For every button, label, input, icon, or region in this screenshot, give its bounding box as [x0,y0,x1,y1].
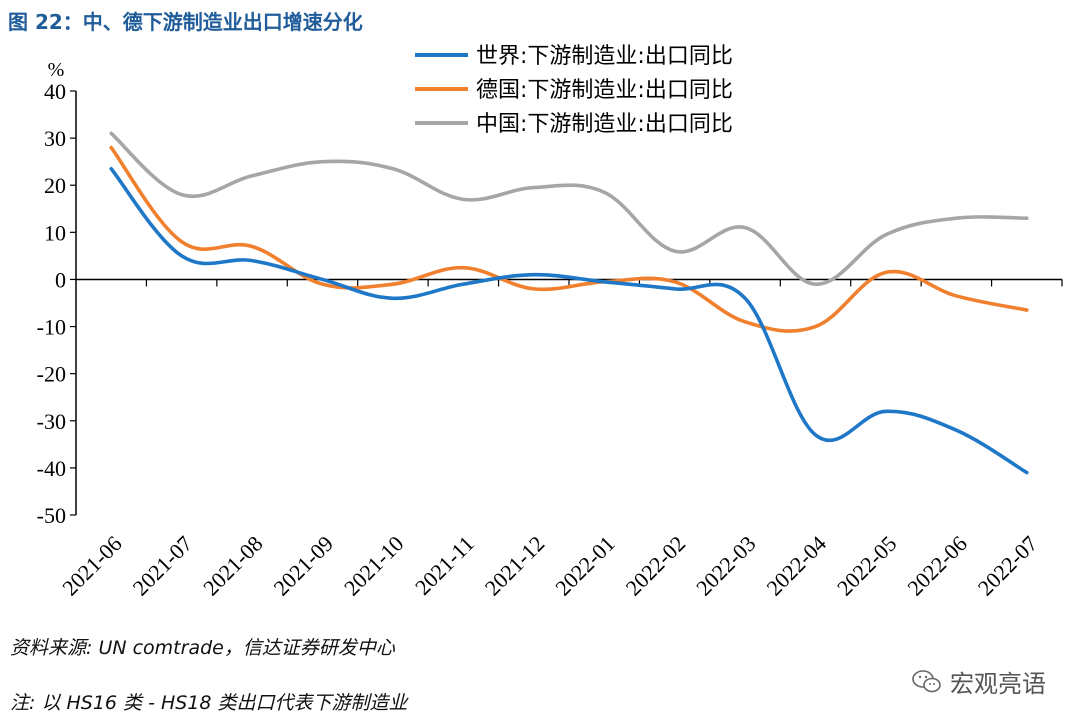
x-tick-label: 2022-06 [902,531,972,601]
series-line-2 [109,131,1029,286]
x-tick-label: 2022-01 [550,531,620,601]
y-tick-label: -10 [37,315,66,340]
y-tick-label: -20 [37,362,66,387]
x-tick-label: 2021-11 [410,531,479,600]
legend-label: 世界:下游制造业:出口同比 [476,44,733,69]
legend-label: 德国:下游制造业:出口同比 [476,78,733,103]
y-tick-label: 20 [44,173,66,198]
x-tick-label: 2022-05 [832,531,902,601]
watermark-text: 宏观亮语 [950,670,1046,698]
x-tick-label: 2021-07 [128,531,198,601]
x-tick-label: 2022-07 [973,531,1043,601]
x-tick-label: 2021-10 [339,531,409,601]
x-tick-label: 2021-12 [480,531,550,601]
chart-title: 图 22：中、德下游制造业出口增速分化 [8,10,363,34]
x-tick-label: 2022-03 [691,531,761,601]
y-tick-label: -50 [37,503,66,528]
footnote: 注: 以 HS16 类 - HS18 类出口代表下游制造业 [10,692,408,714]
series-line-1 [109,145,1029,333]
y-tick-label: 0 [55,267,66,292]
y-tick-label: -30 [37,409,66,434]
source-note: 资料来源: UN comtrade，信达证券研发中心 [10,637,395,659]
series-lines [109,131,1029,475]
y-tick-label: -40 [37,456,66,481]
axes [70,90,1063,516]
line-chart: % 40 30 20 10 0 -10 -20 -30 -40 -50 2021-06 2021-07… [37,44,1063,600]
x-tick-label: 2022-02 [621,531,691,601]
legend-label: 中国:下游制造业:出口同比 [476,112,733,137]
series-line-0 [109,166,1029,475]
y-tick-label: 10 [44,220,66,245]
watermark: 宏观亮语 [912,664,1046,699]
wechat-icon [912,669,941,692]
y-tick-label: 30 [44,126,66,151]
x-tick-label: 2022-04 [762,531,832,601]
x-tick-label: 2021-08 [198,531,268,601]
y-tick-label: 40 [44,79,66,104]
x-tick-label: 2021-06 [57,531,127,601]
y-unit-label: % [48,59,65,81]
x-tick-label: 2021-09 [269,531,339,601]
